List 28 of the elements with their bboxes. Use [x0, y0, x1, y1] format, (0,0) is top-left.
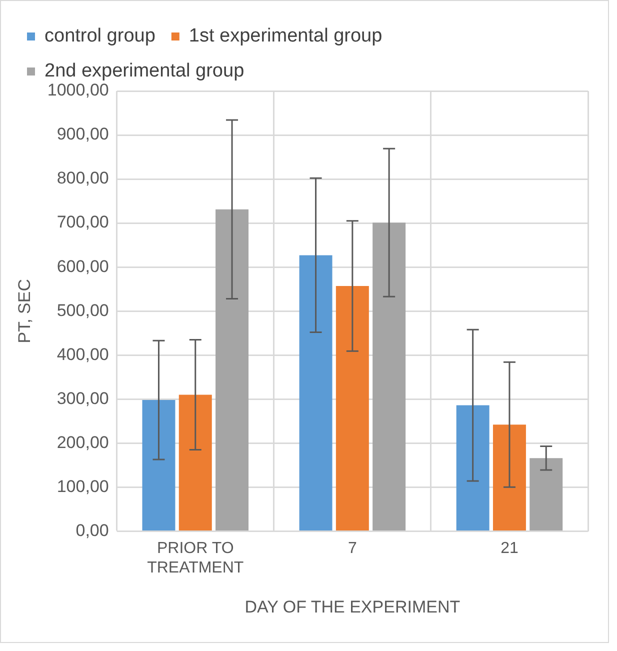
y-axis-title: PT, SEC — [14, 278, 34, 344]
legend-label: control group — [44, 26, 156, 47]
y-tick-label: 800,00 — [56, 168, 109, 188]
x-tick-label: 21 — [500, 540, 518, 558]
y-tick-label: 0,00 — [76, 520, 109, 540]
bar — [530, 458, 563, 530]
legend-label: 2nd experimental group — [44, 60, 244, 82]
bar — [492, 424, 526, 530]
bar — [216, 209, 249, 530]
y-tick-label: 700,00 — [56, 212, 109, 232]
y-tick-label: 1000,00 — [47, 80, 109, 100]
bar — [178, 394, 212, 530]
x-tick-label: 7 — [348, 540, 357, 558]
legend-label: 1st experimental group — [188, 26, 382, 47]
x-tick-label: PRIOR TO TREATMENT — [147, 540, 244, 576]
bar — [456, 405, 490, 530]
y-tick-label: 900,00 — [56, 124, 109, 144]
y-tick-label: 500,00 — [56, 300, 109, 320]
y-tick-label: 200,00 — [56, 432, 109, 452]
y-tick-label: 400,00 — [56, 344, 109, 364]
y-tick-label: 300,00 — [56, 388, 109, 408]
bar — [299, 255, 332, 530]
x-axis-title: DAY OF THE EXPERIMENT — [244, 597, 460, 616]
bar — [372, 222, 406, 530]
y-tick-label: 600,00 — [56, 256, 109, 276]
y-tick-label: 100,00 — [56, 476, 109, 496]
bar — [142, 400, 176, 530]
bar — [336, 286, 369, 530]
